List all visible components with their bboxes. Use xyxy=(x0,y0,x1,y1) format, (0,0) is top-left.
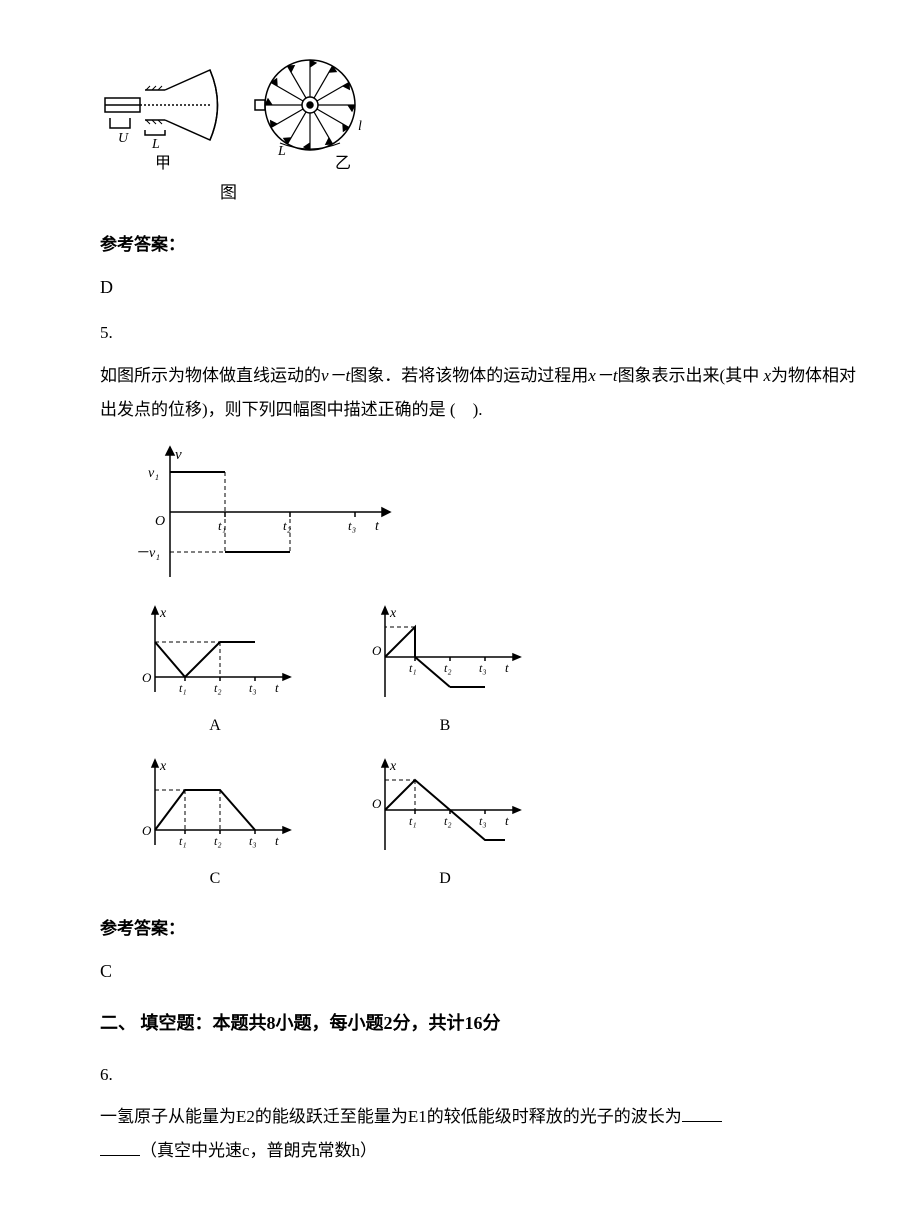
q6-text: 一氢原子从能量为E2的能级跃迁至能量为E1的较低能级时释放的光子的波长为 （真空… xyxy=(100,1100,860,1168)
q5-choices-row2: x O t₁ t₂ t₃ t C x O t₁ t₂ t₃ t xyxy=(130,750,860,894)
q5-text-1c: 图象表示出来(其中 xyxy=(618,366,760,385)
vt-t3: t₃ xyxy=(348,518,356,533)
A-xlabel: t xyxy=(275,680,279,695)
vt-xlabel: t xyxy=(375,519,380,534)
C-t3: t₃ xyxy=(249,834,257,848)
vt-O: O xyxy=(155,514,165,529)
C-t2: t₂ xyxy=(214,834,222,848)
label-L-left: L xyxy=(151,137,160,152)
q4-answer-value: D xyxy=(100,271,860,303)
B-xlabel: t xyxy=(505,660,509,675)
q5-main-chart: v v₁ O －v₁ t₁ t₂ t₃ t xyxy=(130,437,860,587)
q5-text-1b: 图象．若将该物体的运动过程用 xyxy=(350,366,588,385)
fig-caption: 图 xyxy=(220,183,237,202)
q5-choices-row1: x O t₁ t₂ t₃ t A x O t₁ t₂ xyxy=(130,597,860,741)
B-t3: t₃ xyxy=(479,661,487,675)
A-O: O xyxy=(142,670,152,685)
D-xlabel: t xyxy=(505,813,509,828)
q4-answer-label: 参考答案： xyxy=(100,230,860,261)
q5-xt: x－t xyxy=(588,366,617,385)
B-t2: t₂ xyxy=(444,661,452,675)
q5-answer-value: C xyxy=(100,955,860,987)
q6-number: 6. xyxy=(100,1060,860,1091)
q6-blank1 xyxy=(682,1105,722,1122)
q5-text-2b: ). xyxy=(473,400,483,419)
q6-text-b: （真空中光速c，普朗克常数h） xyxy=(140,1141,377,1160)
D-t3: t₃ xyxy=(479,814,487,828)
A-t2: t₂ xyxy=(214,681,222,695)
A-t1: t₁ xyxy=(179,681,187,695)
q5-number: 5. xyxy=(100,318,860,349)
vt-t1: t₁ xyxy=(218,518,226,533)
B-t1: t₁ xyxy=(409,661,417,675)
q6-text-a: 一氢原子从能量为E2的能级跃迁至能量为E1的较低能级时释放的光子的波长为 xyxy=(100,1107,682,1126)
C-t1: t₁ xyxy=(179,834,187,848)
crt-figure-svg: U L 甲 xyxy=(100,50,400,210)
B-ylabel: x xyxy=(389,606,397,621)
D-O: O xyxy=(372,796,382,811)
label-yi: 乙 xyxy=(335,155,351,172)
choice-D-label: D xyxy=(360,865,530,894)
label-l-right: l xyxy=(358,119,362,134)
choice-D: x O t₁ t₂ t₃ t D xyxy=(360,750,530,894)
choice-C: x O t₁ t₂ t₃ t C xyxy=(130,750,300,894)
q5-vt: v－t xyxy=(321,366,350,385)
D-t1: t₁ xyxy=(409,814,417,828)
D-ylabel: x xyxy=(389,759,397,774)
vt-t2: t₂ xyxy=(283,518,292,533)
section2-header: 二、 填空题：本题共8小题，每小题2分，共计16分 xyxy=(100,1007,860,1039)
choice-B-label: B xyxy=(360,712,530,741)
label-jia: 甲 xyxy=(155,155,171,172)
vt-ylabel: v xyxy=(175,447,182,463)
label-L-right: L xyxy=(277,144,286,159)
C-O: O xyxy=(142,823,152,838)
choice-B: x O t₁ t₂ t₃ t B xyxy=(360,597,530,741)
choice-A: x O t₁ t₂ t₃ t A xyxy=(130,597,300,741)
label-U: U xyxy=(118,131,129,146)
vt-v1: v₁ xyxy=(148,466,159,481)
C-ylabel: x xyxy=(159,759,167,774)
q5-x-var: x xyxy=(763,366,771,385)
figure-jia-yi: U L 甲 xyxy=(100,50,860,210)
choice-A-label: A xyxy=(130,712,300,741)
C-xlabel: t xyxy=(275,833,279,848)
A-ylabel: x xyxy=(159,606,167,621)
vt-negv1: －v₁ xyxy=(135,546,160,561)
choice-C-label: C xyxy=(130,865,300,894)
q5-text: 如图所示为物体做直线运动的v－t图象．若将该物体的运动过程用x－t图象表示出来(… xyxy=(100,359,860,427)
A-t3: t₃ xyxy=(249,681,257,695)
q5-text-1a: 如图所示为物体做直线运动的 xyxy=(100,366,321,385)
q6-blank2 xyxy=(100,1139,140,1156)
q5-answer-label: 参考答案： xyxy=(100,914,860,945)
D-t2: t₂ xyxy=(444,814,452,828)
B-O: O xyxy=(372,643,382,658)
